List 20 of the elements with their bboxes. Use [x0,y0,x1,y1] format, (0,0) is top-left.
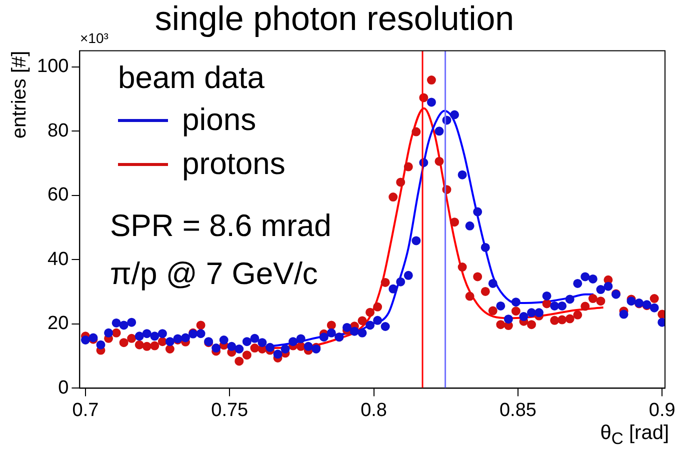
x-tick-label: 0.7 [72,400,99,421]
x-tick-label: 0.75 [211,400,248,421]
annotation: SPR = 8.6 mrad [110,208,332,244]
y-tick-label: 80 [48,120,69,142]
chart-title: single photon resolution [154,0,514,38]
x-axis-title: θ$_{C}$ [rad] [600,422,669,449]
legend-title: beam data [118,59,266,97]
text: ×10³ [80,30,108,46]
legend-label: pions [182,101,256,139]
annotation: π/p @ 7 GeV/c [110,256,318,292]
y-tick-label: 20 [48,313,69,334]
x-tick-label: 0.8 [360,400,388,421]
legend-label: protons [182,145,286,183]
x-tick-label: 0.9 [648,400,676,421]
y-tick-label: 60 [48,184,69,206]
y-tick-label: 0 [58,377,69,398]
x-tick-label: 0.85 [499,400,536,421]
y-tick-label: 100 [37,56,69,78]
y-tick-label: 40 [48,248,69,270]
y-axis-title: entries [#] [8,50,31,139]
